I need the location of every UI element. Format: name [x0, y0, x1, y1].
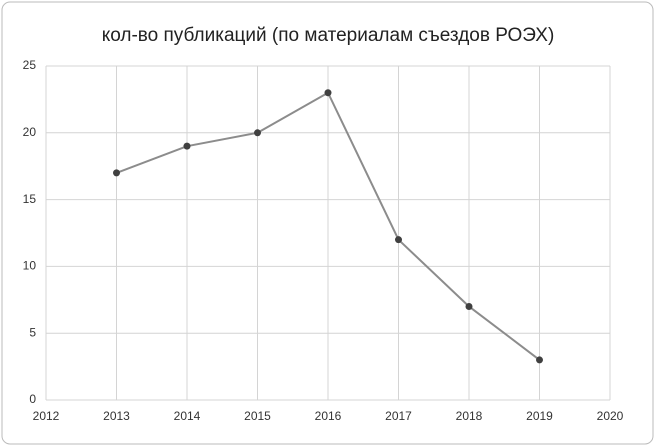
y-tick-label: 5 — [29, 325, 36, 339]
data-point — [113, 169, 120, 177]
x-tick-label: 2012 — [33, 409, 60, 423]
data-point — [324, 89, 332, 97]
data-point — [183, 142, 191, 150]
data-point — [395, 236, 402, 244]
x-tick-label: 2014 — [174, 409, 201, 423]
y-tick-label: 15 — [23, 192, 37, 206]
x-tick-label: 2017 — [385, 409, 412, 423]
x-tick-label: 2013 — [103, 409, 130, 423]
y-tick-label: 0 — [29, 392, 36, 406]
x-tick-label: 2016 — [315, 409, 342, 423]
x-tick-label: 2020 — [597, 409, 624, 423]
chart-title: кол-во публикаций (по материалам съездов… — [102, 25, 555, 46]
data-point — [465, 302, 473, 310]
x-tick-label: 2019 — [526, 409, 553, 423]
data-point — [254, 129, 261, 137]
y-tick-label: 25 — [23, 58, 37, 72]
x-tick-label: 2018 — [456, 409, 483, 423]
data-point — [536, 356, 543, 364]
x-tick-label: 2015 — [244, 409, 271, 423]
y-tick-label: 10 — [23, 259, 37, 273]
y-tick-label: 20 — [23, 125, 37, 139]
